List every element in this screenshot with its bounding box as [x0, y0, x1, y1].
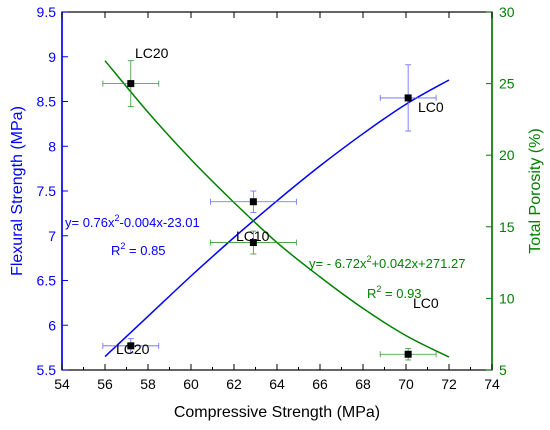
x-tick-label: 60 — [183, 376, 199, 392]
flexural-fit-curve — [104, 79, 450, 358]
flexural-eq-prefix: y= 0.76x — [65, 215, 115, 230]
plot-frame — [61, 11, 493, 371]
flexural-r2-exponent: 2 — [120, 241, 125, 251]
y-right-tick-label: 25 — [499, 76, 515, 92]
x-tick-label: 72 — [441, 376, 457, 392]
x-tick-label: 56 — [97, 376, 113, 392]
porosity-r2-suffix: = 0.93 — [381, 286, 421, 301]
porosity-fit-curve — [104, 60, 450, 358]
x-tick-label: 64 — [269, 376, 285, 392]
y-left-tick-label: 7.5 — [37, 183, 57, 199]
data-points — [127, 80, 412, 358]
x-tick-label: 74 — [484, 376, 500, 392]
porosity-eq-suffix: +0.042x+271.27 — [371, 256, 465, 271]
y-left-tick-label: 9 — [48, 49, 56, 65]
flexural-eq-suffix: -0.004x-23.01 — [120, 215, 200, 230]
label-lc0-bottom: LC0 — [413, 295, 439, 311]
flexural-r2-prefix: R — [111, 243, 120, 258]
y-left-tick-label: 5.5 — [37, 362, 57, 378]
y-right-tick-label: 15 — [499, 219, 515, 235]
flexural-eq-exponent: 2 — [115, 213, 120, 223]
y-left-tick-label: 6.5 — [37, 273, 57, 289]
y-left-tick-label: 6 — [48, 317, 56, 333]
x-tick-label: 62 — [226, 376, 242, 392]
flexural-point — [404, 94, 412, 102]
y-right-tick-label: 10 — [499, 290, 515, 306]
x-tick-label: 66 — [312, 376, 328, 392]
porosity-r2: R2 = 0.93 — [367, 284, 422, 301]
x-tick-label: 68 — [355, 376, 371, 392]
porosity-equation: y= - 6.72x2+0.042x+271.27 — [309, 254, 465, 271]
flexural-equation: y= 0.76x2-0.004x-23.01 — [65, 213, 200, 230]
flexural-point — [249, 198, 257, 206]
y-right-axis-ticks: 5 10 15 20 25 30 — [486, 4, 515, 378]
y-left-axis-title: Flexural Strength (MPa) — [9, 106, 26, 276]
y-left-tick-label: 8 — [48, 138, 56, 154]
flexural-r2-suffix: = 0.85 — [125, 243, 165, 258]
flexural-point — [127, 342, 135, 350]
y-right-tick-label: 5 — [499, 362, 507, 378]
porosity-r2-exponent: 2 — [376, 284, 381, 294]
x-axis-ticks: 54 56 58 60 62 64 66 68 70 72 74 — [54, 12, 500, 392]
y-left-tick-label: 7 — [48, 228, 56, 244]
error-bars — [102, 60, 437, 361]
y-left-tick-label: 9.5 — [37, 4, 57, 20]
x-axis-title: Compressive Strength (MPa) — [174, 404, 380, 421]
porosity-point — [404, 350, 412, 358]
porosity-r2-prefix: R — [367, 286, 376, 301]
label-lc0-top: LC0 — [418, 99, 444, 115]
y-left-tick-label: 8.5 — [37, 94, 57, 110]
x-tick-label: 54 — [54, 376, 70, 392]
porosity-eq-exponent: 2 — [366, 254, 371, 264]
label-lc20-top: LC20 — [135, 45, 169, 61]
y-right-axis-title: Total Porosity (%) — [527, 128, 544, 253]
y-right-tick-label: 30 — [499, 4, 515, 20]
label-lc20-bottom: LC20 — [116, 341, 150, 357]
x-tick-label: 70 — [398, 376, 414, 392]
y-right-tick-label: 20 — [499, 147, 515, 163]
y-left-axis-ticks: 5.5 6 6.5 7 7.5 8 8.5 9 9.5 — [37, 4, 68, 378]
porosity-eq-prefix: y= - 6.72x — [309, 256, 367, 271]
flexural-r2: R2 = 0.85 — [111, 241, 166, 258]
label-lc10: LC10 — [236, 228, 270, 244]
porosity-point — [249, 239, 257, 247]
x-tick-label: 58 — [140, 376, 156, 392]
porosity-point — [127, 80, 135, 88]
